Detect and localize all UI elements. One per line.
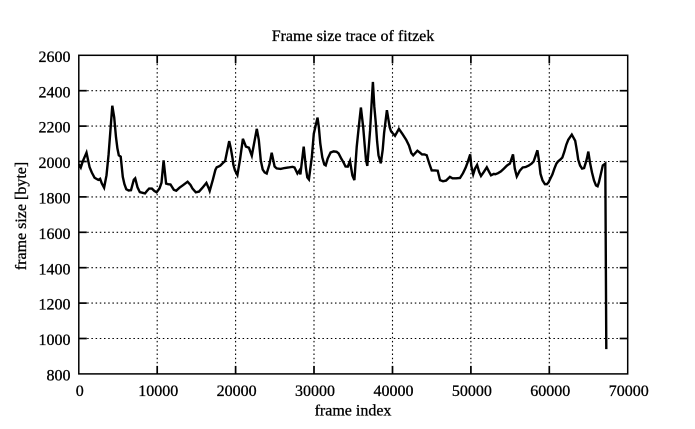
svg-text:2200: 2200 [39,120,71,137]
svg-text:1200: 1200 [39,297,71,314]
svg-text:40000: 40000 [374,383,414,400]
svg-text:60000: 60000 [530,383,570,400]
svg-text:30000: 30000 [295,383,335,400]
svg-text:1000: 1000 [39,332,71,349]
svg-text:2000: 2000 [39,155,71,172]
svg-text:20000: 20000 [217,383,257,400]
svg-text:1800: 1800 [39,191,71,208]
svg-text:Frame size trace of fitzek: Frame size trace of fitzek [272,28,435,45]
svg-text:1600: 1600 [39,226,71,243]
svg-text:70000: 70000 [609,383,649,400]
svg-text:50000: 50000 [452,383,492,400]
svg-text:frame size [byte]: frame size [byte] [13,162,30,270]
svg-text:0: 0 [76,383,84,400]
svg-text:frame index: frame index [315,403,392,420]
svg-text:800: 800 [47,368,71,385]
svg-text:2400: 2400 [39,84,71,101]
svg-text:2600: 2600 [39,49,71,66]
svg-text:1400: 1400 [39,261,71,278]
svg-text:10000: 10000 [138,383,178,400]
